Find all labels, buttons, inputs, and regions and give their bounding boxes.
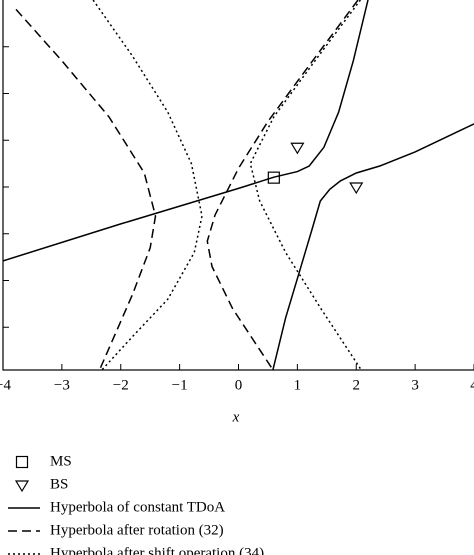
x-tick-label: 2 [353, 377, 361, 393]
hyperbola-line [3, 0, 474, 370]
ms-marker [267, 171, 280, 184]
legend-label: Hyperbola after shift operation (34) [50, 545, 264, 555]
x-tick-label: −4 [0, 377, 11, 393]
bs-marker [349, 182, 364, 195]
legend-label: Hyperbola after rotation (32) [50, 522, 224, 538]
x-tick-label: 0 [235, 377, 243, 393]
ms-marker [15, 455, 29, 469]
bs-marker [14, 480, 30, 493]
x-tick-label: 3 [411, 377, 419, 393]
hyperbola-line [92, 0, 363, 370]
bs-marker [290, 142, 305, 155]
x-tick-label: 1 [294, 377, 302, 393]
legend-label: MS [50, 453, 72, 469]
x-tick-label: −1 [172, 377, 188, 393]
x-axis-label: x [232, 409, 240, 425]
hyperbola-line [15, 0, 359, 370]
x-tick-label: −2 [113, 377, 129, 393]
plot-frame [2, 0, 474, 371]
x-tick-label: 4 [470, 377, 474, 393]
legend-label: Hyperbola of constant TDoA [50, 499, 225, 515]
x-tick-label: −3 [54, 377, 70, 393]
legend-label: BS [50, 476, 68, 492]
